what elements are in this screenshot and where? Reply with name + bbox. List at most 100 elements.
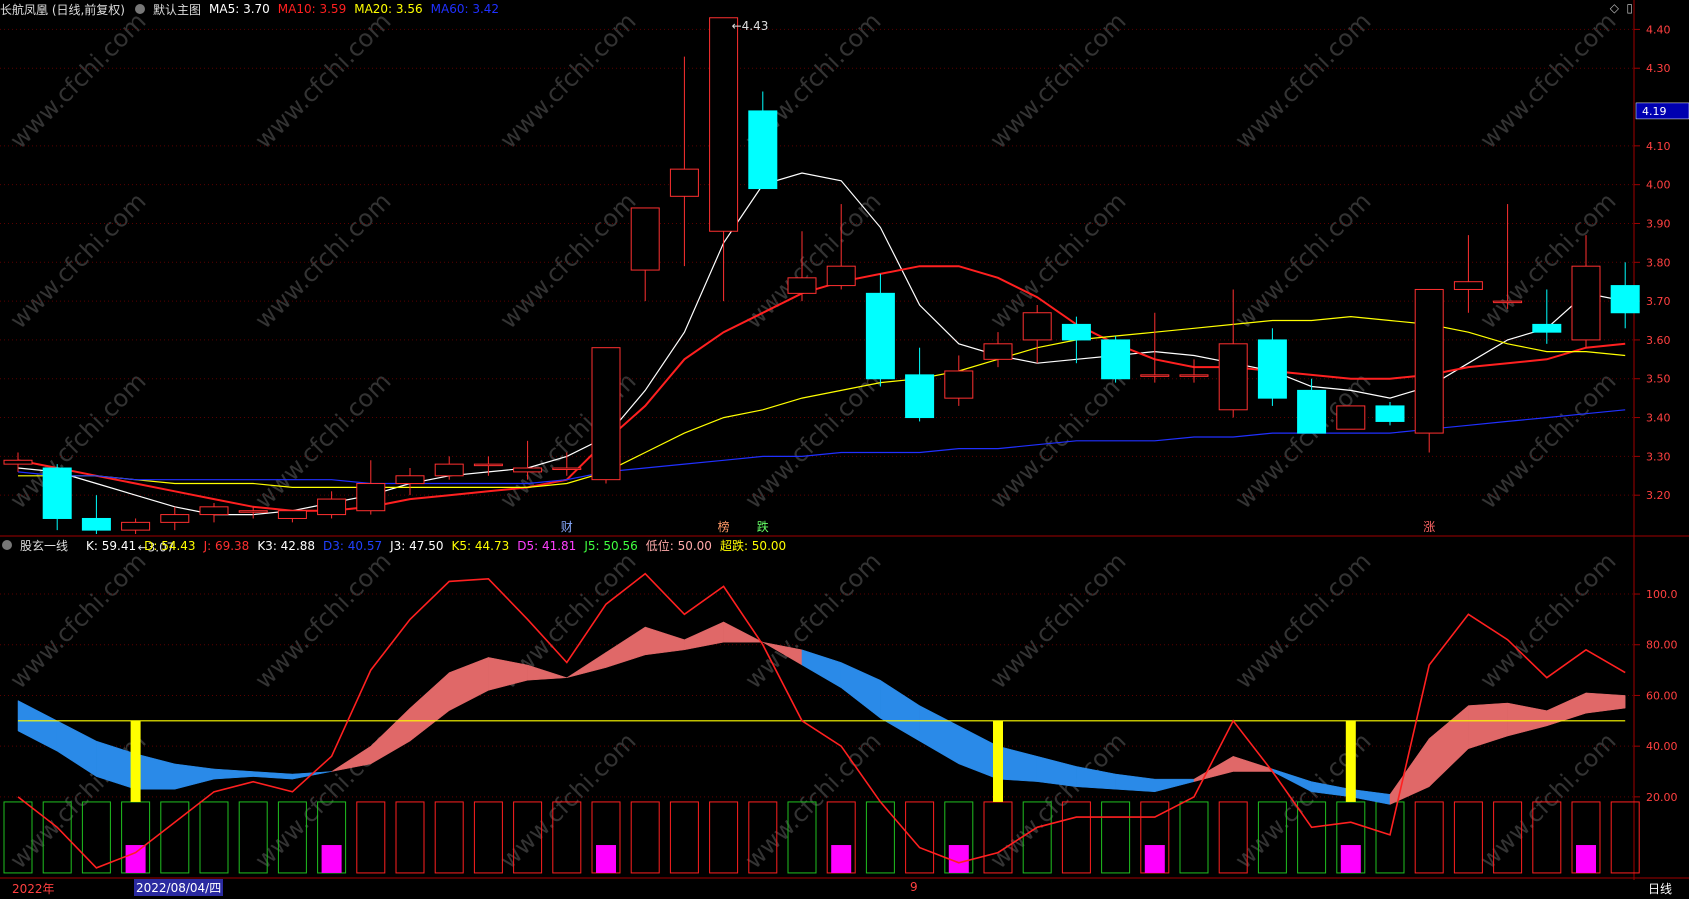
diamond-icon[interactable]: ◇ (1609, 1, 1619, 15)
signal-box (552, 801, 582, 874)
indicator-tick-label: 40.00 (1646, 740, 1678, 753)
watermark-text: www.cfchi.com (739, 727, 886, 874)
candle-body (1257, 339, 1287, 399)
price-tick-label: 3.90 (1646, 217, 1671, 230)
watermark-text: www.cfchi.com (249, 7, 396, 154)
yellow-signal-bar (993, 720, 1003, 802)
indicator-ribbon (252, 771, 293, 780)
signal-box (669, 801, 699, 874)
indicator-ribbon (1115, 773, 1156, 793)
indicator-settings-dot-icon[interactable] (2, 540, 12, 550)
indicator-legend: K: 59.41 D: 54.43 J: 69.38 K3: 42.88 D3: 40.… (86, 537, 794, 554)
indicator-ribbon (566, 651, 607, 678)
candle-body (434, 463, 464, 477)
signal-box (395, 801, 425, 874)
candle-body (1493, 300, 1523, 304)
indicator-ribbon (174, 763, 215, 790)
candle-body (1218, 343, 1248, 411)
ma-legend-ma60: MA60: 3.42 (430, 2, 500, 16)
watermark-text: www.cfchi.com (739, 367, 886, 514)
signal-box (277, 801, 307, 874)
month-label: 9 (910, 880, 918, 894)
ma-line-ma5 (17, 172, 1626, 516)
indicator-ribbon (723, 621, 763, 643)
yellow-signal-bar (1345, 720, 1356, 802)
indicator-ribbon (644, 626, 685, 656)
j-line (17, 572, 1626, 869)
signal-box (905, 801, 935, 874)
watermark-text: www.cfchi.com (4, 547, 151, 694)
candle-body (709, 17, 739, 232)
signal-box (1493, 801, 1523, 874)
indicator-ribbon (1154, 778, 1195, 793)
candle-body (1375, 405, 1405, 422)
candle-body (1022, 312, 1052, 341)
watermark-text: www.cfchi.com (1229, 7, 1376, 154)
magenta-signal-box (948, 845, 969, 873)
signal-box (1022, 801, 1052, 874)
signal-box (1101, 801, 1131, 874)
candle-body (1140, 374, 1170, 377)
period-label[interactable]: 日线 (1648, 882, 1673, 896)
candle-body (787, 277, 817, 294)
main-chart-header: 长航凤凰 (日线,前复权) 默认主图 MA5: 3.70 MA10: 3.59 MA… (0, 0, 515, 18)
candle-body (669, 168, 699, 197)
indicator-ribbon (527, 664, 567, 681)
watermark-text: www.cfchi.com (739, 547, 886, 694)
indicator-ribbon (135, 753, 176, 790)
ind-legend-d: D: 54.43 (144, 538, 196, 553)
ma-line-ma10 (17, 265, 1626, 512)
signal-box (1218, 801, 1248, 874)
settings-dot-icon[interactable] (135, 4, 145, 14)
magenta-signal-box (1340, 845, 1361, 873)
indicator-ribbon (840, 662, 881, 719)
watermark-text: www.cfchi.com (1474, 547, 1621, 694)
candle-body (238, 510, 268, 513)
event-marker: 涨 (1423, 519, 1435, 534)
ma-legend: MA5: 3.70 MA10: 3.59 MA20: 3.56 MA60: 3.42 (209, 2, 507, 16)
ma-line-ma20 (18, 315, 1626, 488)
main-chart-label[interactable]: 默认主图 (153, 2, 202, 17)
candle-body (1571, 265, 1601, 341)
candle-body (160, 514, 190, 523)
price-tick-label: 3.80 (1646, 256, 1671, 269)
signal-box (434, 801, 464, 874)
signal-box (513, 801, 543, 874)
indicator-ribbon (1036, 755, 1077, 788)
signal-box (787, 801, 817, 874)
ind-legend-j: J: 69.38 (203, 538, 250, 553)
candle-body (1336, 405, 1366, 430)
candle-body (199, 506, 229, 516)
ma-legend-ma5: MA5: 3.70 (209, 2, 270, 16)
watermark-text: www.cfchi.com (249, 187, 396, 334)
watermark-text: www.cfchi.com (494, 727, 641, 874)
magenta-signal-box (321, 845, 342, 873)
indicator-title[interactable]: 股玄一线 (20, 538, 69, 553)
stock-title[interactable]: 长航凤凰 (日线,前复权) (0, 2, 125, 17)
ind-legend-j5: J5: 50.56 (584, 538, 638, 553)
magenta-signal-box (125, 845, 146, 873)
signal-box (473, 801, 503, 874)
signal-box (1061, 801, 1091, 874)
signal-box (1532, 801, 1562, 874)
signal-box (1414, 801, 1444, 874)
indicator-ribbon (997, 745, 1038, 782)
candle-body (630, 207, 660, 271)
event-marker: 榜 (718, 519, 730, 534)
ind-legend-超跌: 超跌: 50.00 (719, 538, 787, 553)
watermark-text: www.cfchi.com (4, 187, 151, 334)
signal-box (238, 801, 268, 874)
signal-box (1375, 801, 1405, 874)
candle-body (748, 110, 778, 190)
signal-box (1297, 801, 1327, 874)
candle-body (865, 292, 895, 380)
indicator-ribbon (292, 771, 332, 780)
watermark-text: www.cfchi.com (249, 547, 396, 694)
candle-body (277, 510, 307, 519)
cursor-date-label: 2022/08/04/四 (134, 879, 224, 896)
price-tick-label: 3.50 (1646, 373, 1671, 386)
ma-line-ma60 (17, 409, 1626, 485)
indicator-ribbon (1428, 705, 1469, 788)
menu-icon[interactable]: ▯ (1626, 1, 1633, 15)
